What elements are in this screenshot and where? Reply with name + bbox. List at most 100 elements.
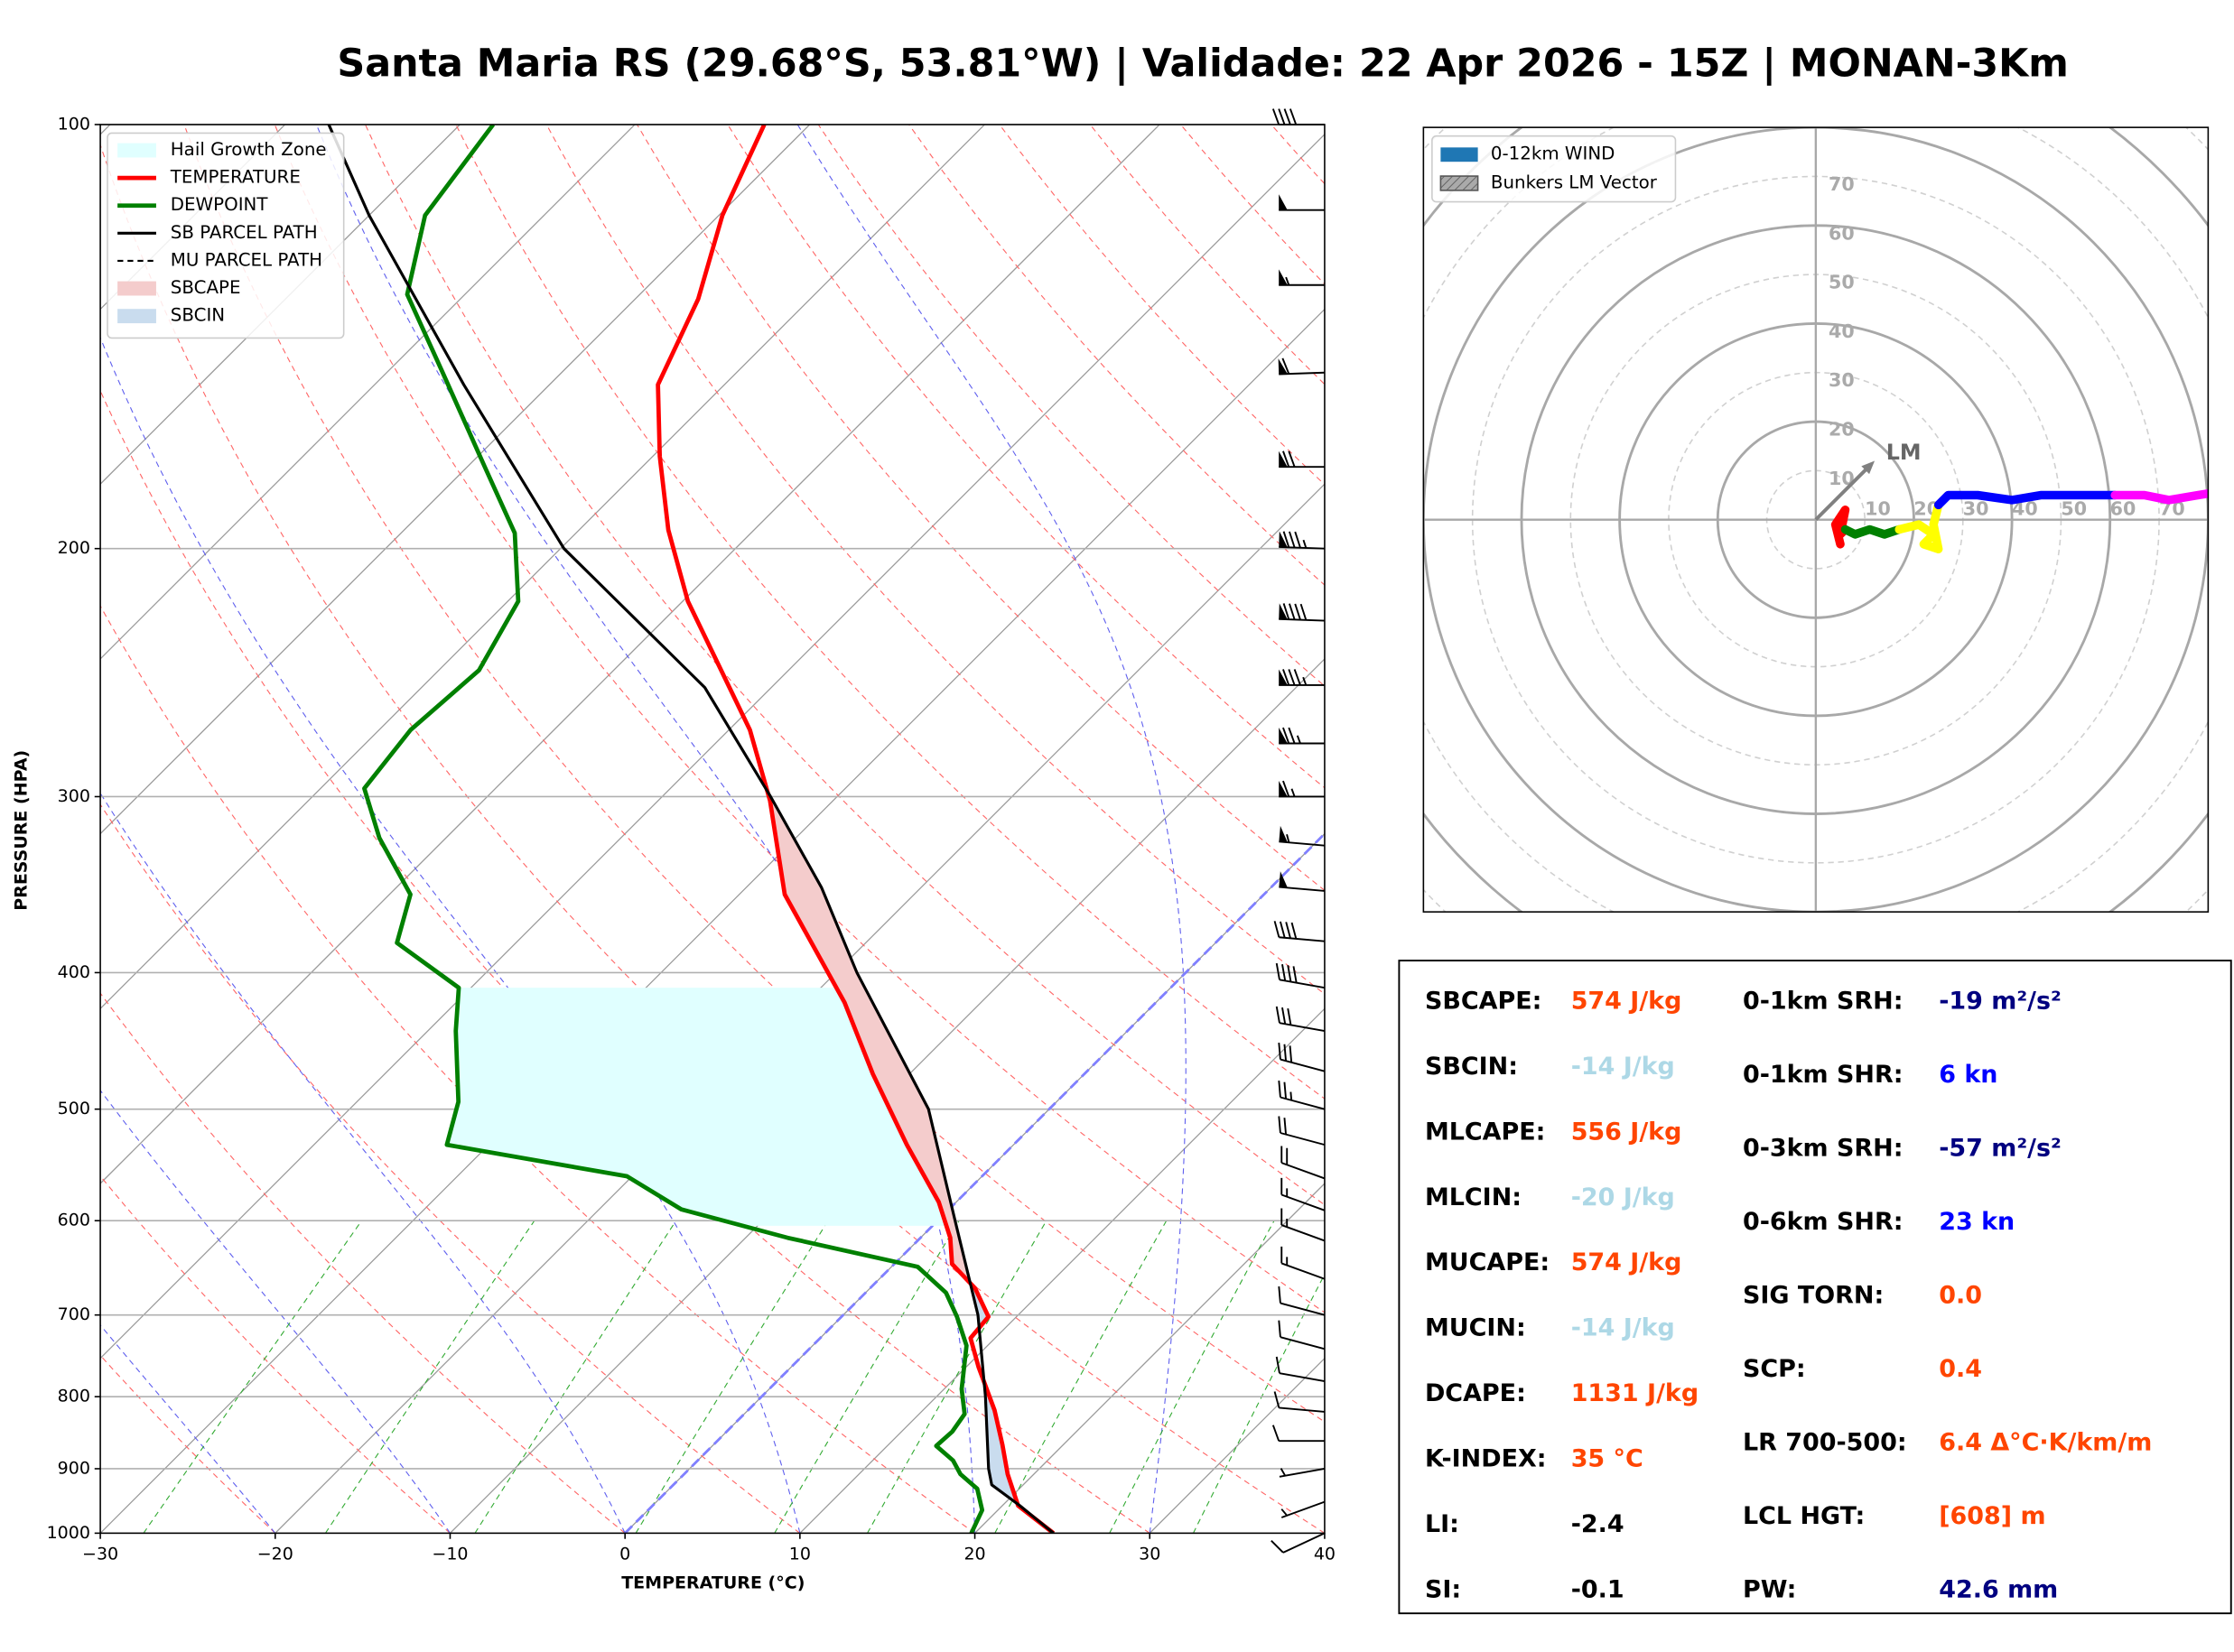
barb-feather <box>1275 1356 1280 1374</box>
index-value: -14 J/kg <box>1571 1053 1675 1081</box>
barb-flag <box>1279 603 1288 620</box>
x-tick-label: −20 <box>257 1545 293 1564</box>
wind-barb <box>1279 871 1326 892</box>
moist-adiabat <box>100 792 626 1534</box>
barb-feather <box>1282 780 1290 797</box>
y-tick-label: 200 <box>58 538 90 558</box>
dry-adiabat <box>908 124 1325 586</box>
index-value: 6 kn <box>1939 1061 1997 1089</box>
wind-barb <box>1279 531 1325 550</box>
barb-shaft <box>1280 1336 1326 1350</box>
barb-feather <box>1294 603 1301 620</box>
index-label: 0-1km SHR: <box>1743 1061 1903 1089</box>
wind-barb <box>1273 1391 1326 1413</box>
wind-barb <box>1279 727 1325 745</box>
barb-shaft <box>1280 1096 1326 1110</box>
moist-adiabat <box>100 1089 451 1534</box>
index-value: 42.6 mm <box>1939 1575 2058 1603</box>
x-tick-label: 30 <box>1139 1545 1160 1564</box>
isotherm <box>450 658 1325 1534</box>
profile-line <box>327 124 1055 1534</box>
wind-barb <box>1278 1320 1326 1350</box>
wind-barb <box>1279 450 1325 469</box>
barb-half <box>1302 539 1308 549</box>
wind-barb <box>1280 1146 1326 1180</box>
legend-label: Bunkers LM Vector <box>1491 172 1658 192</box>
y-tick-label: 300 <box>58 786 90 806</box>
dry-adiabat <box>100 803 801 1534</box>
barb-half <box>1285 276 1290 286</box>
barb-shaft <box>1279 936 1326 942</box>
barb-feather <box>1278 1043 1281 1060</box>
isotherm <box>100 124 461 486</box>
index-value: 574 J/kg <box>1571 1248 1682 1276</box>
wind-barb <box>1278 1043 1326 1072</box>
index-label: 0-3km SRH: <box>1743 1134 1903 1162</box>
barb-feather <box>1282 531 1290 548</box>
barb-half <box>1302 676 1308 686</box>
index-value: 0.4 <box>1939 1355 1982 1383</box>
wind-barb <box>1280 1208 1326 1242</box>
hodograph-line <box>2110 488 2209 505</box>
wind-barb <box>1275 1356 1326 1382</box>
barb-half <box>1289 1091 1293 1100</box>
index-label: K-INDEX: <box>1425 1444 1547 1472</box>
cape-area <box>767 791 971 1283</box>
barb-flag <box>1279 269 1288 285</box>
legend-label: MU PARCEL PATH <box>171 249 322 270</box>
plot-frame <box>99 124 1326 1535</box>
barb-shaft <box>1279 1372 1326 1382</box>
legend-swatch <box>117 143 156 158</box>
wind-barb <box>1278 1285 1326 1316</box>
dry-adiabat <box>100 143 1325 1534</box>
dry-adiabat <box>100 992 626 1534</box>
barb-shaft <box>1280 1162 1326 1180</box>
x-tick-label: −30 <box>82 1545 118 1564</box>
barb-flag <box>1279 450 1288 468</box>
barb-feather <box>1278 108 1286 125</box>
barb-feather <box>1278 1320 1281 1338</box>
ring-label: 10 <box>1865 498 1891 520</box>
ring-label: 50 <box>2061 498 2087 520</box>
wind-barb <box>1275 1006 1326 1032</box>
isotherm <box>100 124 811 835</box>
index-value: -57 m²/s² <box>1939 1134 2062 1162</box>
wind-barb <box>1279 825 1326 847</box>
barb-half <box>1280 1468 1287 1477</box>
wind-barb <box>1278 1080 1326 1110</box>
barb-feather <box>1299 603 1308 621</box>
dry-adiabat <box>545 124 1325 995</box>
index-value: 574 J/kg <box>1571 988 1682 1016</box>
y-tick-label: 400 <box>58 962 90 982</box>
barb-shaft <box>1279 371 1325 376</box>
mixing-ratio-line <box>474 1220 677 1534</box>
index-label: SCP: <box>1743 1355 1806 1383</box>
barb-feather <box>1289 603 1296 620</box>
dry-adiabat <box>727 124 1325 789</box>
barb-feather <box>1279 921 1286 939</box>
mixing-ratio-line <box>635 1220 829 1534</box>
index-label: LR 700-500: <box>1743 1428 1907 1456</box>
barb-shaft <box>1279 979 1326 989</box>
wind-barb <box>1279 1468 1326 1478</box>
moist-adiabat <box>796 124 1187 1534</box>
barb-feather <box>1283 1081 1287 1100</box>
mixing-ratio-line <box>774 1220 960 1534</box>
barb-shaft <box>1280 1302 1326 1316</box>
hodograph-line <box>1894 500 1943 553</box>
index-label: MLCIN: <box>1425 1183 1522 1211</box>
index-value: 23 kn <box>1939 1208 2015 1236</box>
ring-label: 70 <box>1829 173 1855 195</box>
barb-feather <box>1281 1007 1287 1025</box>
barb-feather <box>1271 1540 1284 1554</box>
barb-shaft <box>1279 1022 1326 1032</box>
barb-feather <box>1287 965 1292 982</box>
isotherm <box>275 483 1325 1534</box>
lm-head <box>1861 460 1876 475</box>
barb-flag <box>1278 358 1288 375</box>
dry-adiabat <box>183 124 1325 1423</box>
index-value: -19 m²/s² <box>1939 988 2062 1016</box>
ring-label: 60 <box>2110 498 2136 520</box>
barb-feather <box>1289 108 1298 125</box>
